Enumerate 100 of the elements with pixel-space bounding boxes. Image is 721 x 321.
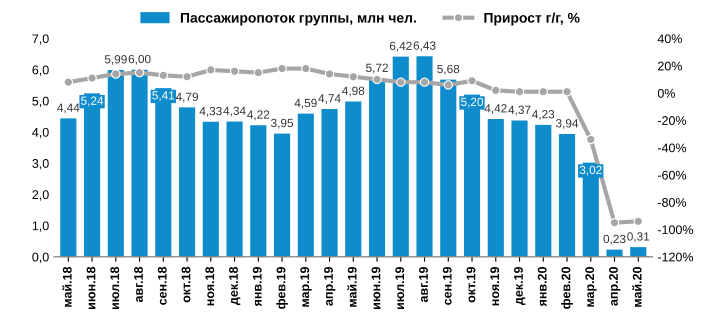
y2-tick-label: -60% <box>658 170 686 180</box>
x-tick-label: фев.19 <box>276 266 288 309</box>
bar <box>535 124 552 257</box>
point <box>324 69 334 79</box>
point <box>514 87 524 96</box>
point <box>111 69 121 79</box>
data-label: 4,33 <box>200 106 222 117</box>
x-tick-label: янв.19 <box>252 266 262 306</box>
point <box>562 87 572 96</box>
data-label: 4,44 <box>57 104 80 114</box>
y2-tick-label: 40% <box>658 34 682 44</box>
data-label: 4,34 <box>223 106 246 116</box>
bar <box>202 122 219 257</box>
x-tick-label: окт.18 <box>182 266 190 302</box>
x-tick-label: мар.19 <box>300 266 312 307</box>
data-label: 5,20 <box>461 98 484 108</box>
data-label: 5,99 <box>104 55 127 65</box>
bar <box>178 107 196 257</box>
bar <box>321 108 338 257</box>
data-label: 3,02 <box>580 166 602 176</box>
point <box>538 87 548 96</box>
y-tick-label: 7,0 <box>32 34 49 45</box>
y2-tick-label: -20% <box>658 116 686 126</box>
point <box>87 73 97 83</box>
data-label: 4,98 <box>342 86 364 96</box>
x-tick-label: июл.18 <box>110 266 120 310</box>
point <box>277 64 287 74</box>
point <box>372 74 382 84</box>
y2-tick-label: -40% <box>658 143 686 152</box>
y-tick-label: 2,0 <box>32 190 49 201</box>
x-tick-label: дек.18 <box>229 266 240 305</box>
point <box>634 216 643 226</box>
legend-label: Прирост г/г, % <box>484 12 580 26</box>
point <box>348 72 358 82</box>
x-tick-label: ноя.19 <box>490 266 500 306</box>
bar <box>298 114 314 257</box>
x-tick-label: авг.18 <box>134 266 143 302</box>
point <box>610 218 620 228</box>
y-tick-label: 3,0 <box>32 159 49 170</box>
bar <box>345 102 362 257</box>
bar <box>511 120 528 257</box>
x-tick-label: июн.18 <box>86 266 96 309</box>
bar <box>274 134 290 257</box>
x-tick-label: апр.19 <box>324 266 336 306</box>
data-label: 4,74 <box>318 94 341 104</box>
x-tick-label: фев.20 <box>561 267 573 309</box>
data-label: 5,72 <box>366 64 388 74</box>
x-tick-label: июн.19 <box>372 266 380 309</box>
data-label: 5,24 <box>81 96 104 106</box>
x-tick-label: май.18 <box>62 266 72 307</box>
x-tick-label: янв.20 <box>538 267 547 306</box>
data-label: 6,42 <box>390 42 412 52</box>
bar <box>60 118 76 257</box>
x-tick-label: сен.18 <box>158 266 167 305</box>
bar <box>488 118 504 257</box>
data-label: 4,23 <box>532 110 554 120</box>
point <box>182 72 192 82</box>
data-label: 4,42 <box>484 104 507 114</box>
bar <box>131 70 148 257</box>
data-label: 4,37 <box>508 106 530 116</box>
point <box>444 80 453 90</box>
y-tick-label: 4,0 <box>32 128 49 138</box>
x-tick-label: окт.19 <box>466 266 476 302</box>
data-label: 5,41 <box>152 91 174 101</box>
bar <box>558 134 576 257</box>
bar <box>606 250 623 257</box>
point <box>230 66 240 76</box>
bar <box>108 70 124 257</box>
x-tick-label: сен.19 <box>442 266 452 305</box>
data-label: 0,31 <box>627 232 650 242</box>
x-tick-label: ноя.18 <box>205 266 214 306</box>
legend-label: Пассажиропоток группы, млн чел. <box>180 13 416 26</box>
bar <box>250 125 266 257</box>
bar <box>226 121 243 257</box>
bar <box>630 247 646 257</box>
point <box>158 70 168 80</box>
data-label: 6,00 <box>128 54 151 65</box>
point <box>64 77 74 87</box>
point <box>396 77 406 87</box>
x-tick-label: май.20 <box>632 267 642 307</box>
bar <box>440 80 456 257</box>
bar <box>392 56 409 257</box>
y-tick-label: 5,0 <box>32 96 49 108</box>
y2-tick-label: 0% <box>658 88 675 98</box>
y2-tick-label: 20% <box>658 62 682 70</box>
data-label: 0,23 <box>603 234 626 245</box>
x-tick-label: авг.19 <box>419 266 428 302</box>
y2-tick-label: -80% <box>658 198 686 207</box>
point <box>134 68 144 78</box>
point <box>254 68 264 78</box>
x-tick-label: июл.19 <box>395 266 404 310</box>
data-label: 5,68 <box>437 64 460 75</box>
data-label: 6,43 <box>414 41 436 52</box>
data-label: 3,94 <box>556 119 578 129</box>
data-label: 3,95 <box>271 118 294 129</box>
y-tick-label: 1,0 <box>32 221 49 232</box>
point <box>301 64 311 74</box>
x-tick-label: май.19 <box>347 266 357 307</box>
bar <box>416 56 433 257</box>
data-label: 4,59 <box>294 98 317 109</box>
